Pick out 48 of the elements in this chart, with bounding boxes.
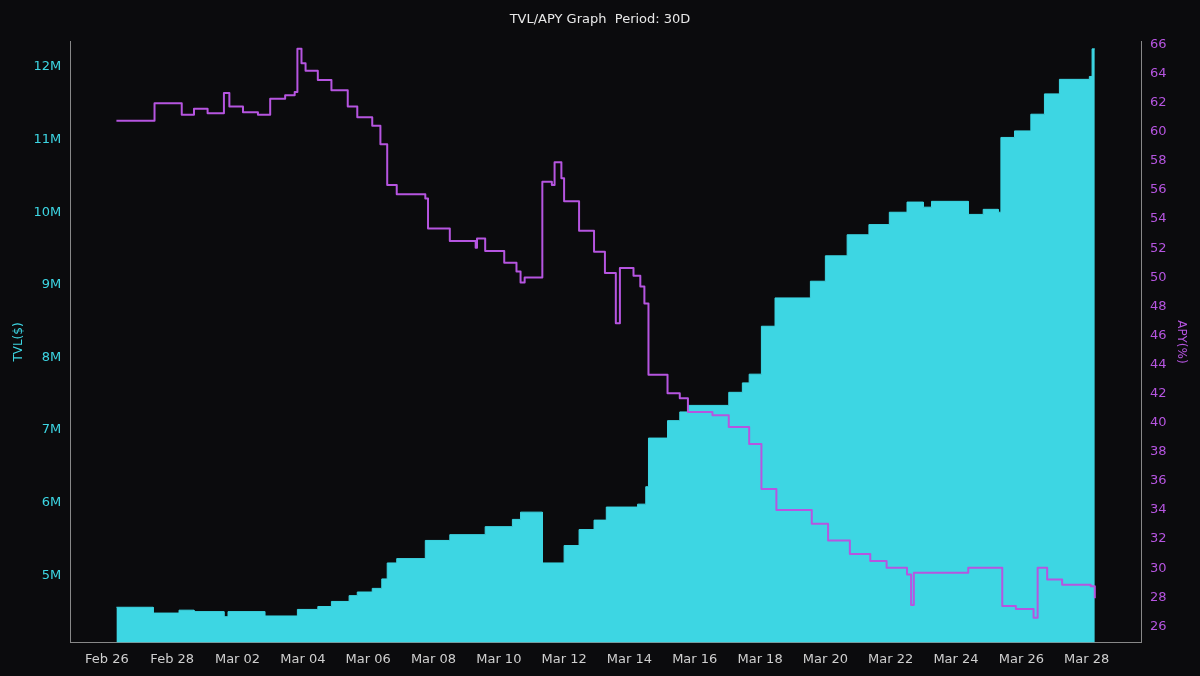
y2-tick-label: 48 [1150, 297, 1167, 313]
x-tick-label: Mar 14 [606, 650, 653, 666]
y2-tick-label: 40 [1150, 414, 1167, 430]
y2-tick-label: 36 [1150, 472, 1167, 488]
chart-title: TVL/APY Graph Period: 30D [508, 11, 691, 27]
y-tick-label: 9M [41, 276, 62, 292]
y2-tick-label: 32 [1150, 530, 1167, 546]
y2-tick-label: 54 [1150, 210, 1167, 226]
y2-axis-title: APY(%) [1174, 320, 1189, 364]
y-tick-label: 12M [33, 58, 62, 74]
x-tick-label: Feb 28 [150, 650, 195, 666]
y2-tick-label: 64 [1150, 64, 1167, 80]
x-tick-label: Mar 24 [933, 650, 979, 666]
y2-tick-label: 46 [1150, 326, 1167, 342]
y2-tick-label: 62 [1150, 94, 1167, 110]
y-tick-label: 7M [41, 421, 62, 437]
x-tick-label: Mar 26 [998, 650, 1044, 666]
y2-tick-label: 38 [1150, 443, 1167, 459]
y-tick-label: 8M [41, 348, 62, 364]
x-tick-label: Mar 28 [1064, 650, 1110, 666]
x-tick-label: Mar 20 [802, 650, 848, 666]
y-tick-label: 11M [33, 131, 62, 146]
y2-tick-label: 66 [1150, 35, 1167, 51]
x-tick-label: Feb 26 [85, 650, 129, 666]
y2-tick-label: 52 [1150, 239, 1167, 255]
y2-tick-label: 58 [1150, 152, 1167, 168]
y2-tick-label: 60 [1150, 123, 1167, 139]
x-tick-label: Mar 02 [214, 650, 261, 666]
x-tick-label: Mar 04 [280, 650, 326, 666]
y2-tick-label: 44 [1150, 355, 1167, 371]
x-tick-label: Mar 18 [737, 650, 783, 666]
y-tick-label: 5M [41, 566, 62, 582]
y2-tick-label: 50 [1150, 268, 1167, 284]
y-tick-label: 6M [41, 494, 62, 510]
x-tick-label: Mar 12 [541, 650, 587, 666]
x-tick-label: Mar 08 [410, 650, 457, 666]
y2-tick-label: 34 [1150, 501, 1167, 517]
y2-tick-label: 28 [1150, 588, 1167, 604]
y2-tick-label: 30 [1150, 559, 1167, 575]
y-axis-title: TVL($) [11, 322, 26, 363]
y2-tick-label: 56 [1150, 181, 1167, 197]
x-tick-label: Mar 06 [345, 650, 391, 666]
y2-tick-label: 26 [1150, 617, 1167, 633]
x-tick-label: Mar 22 [868, 650, 914, 666]
x-tick-label: Mar 10 [476, 650, 522, 666]
y2-tick-label: 42 [1150, 385, 1167, 401]
y-tick-label: 10M [33, 203, 62, 219]
x-tick-label: Mar 16 [672, 650, 718, 666]
